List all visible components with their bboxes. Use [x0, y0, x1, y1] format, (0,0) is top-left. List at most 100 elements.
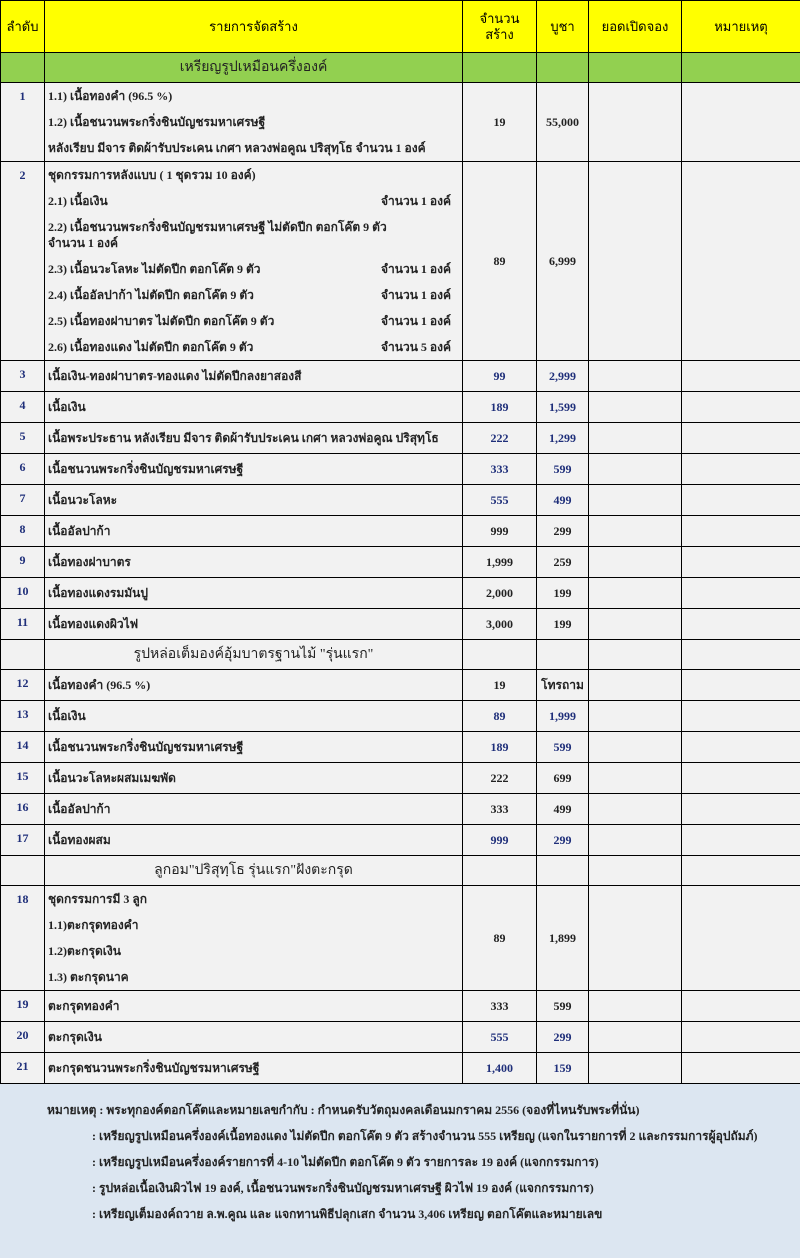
remark-cell: [682, 547, 800, 578]
row-number: 15: [1, 763, 45, 794]
item-line-text: 2.5) เนื้อทองฝาบาตร ไม่ตัดปีก ตอกโค๊ต 9 …: [48, 313, 274, 329]
item-line: เนื้อทองคำ (96.5 %): [48, 672, 459, 698]
remark-cell: [682, 609, 800, 640]
quantity: 89: [463, 162, 537, 361]
item-line-count: จำนวน 1 องค์: [48, 235, 126, 251]
booking-cell: [589, 578, 682, 609]
booking-cell: [589, 485, 682, 516]
booking-cell: [589, 547, 682, 578]
header-qty: จำนวนสร้าง: [463, 1, 537, 53]
item-line-text: เนื้อชนวนพระกริ่งชินบัญชรมหาเศรษฐี: [48, 461, 243, 477]
item-description: เนื้อเงิน: [45, 392, 463, 423]
price: 299: [537, 516, 589, 547]
row-number: 19: [1, 991, 45, 1022]
section-title: เหรียญรูปเหมือนครึ่งองค์: [45, 53, 463, 83]
row-number: 17: [1, 825, 45, 856]
quantity: 555: [463, 485, 537, 516]
item-line-text: 1.1) เนื้อทองคำ (96.5 %): [48, 88, 172, 104]
remark-cell: [682, 1053, 800, 1084]
quantity: 333: [463, 991, 537, 1022]
item-line-text: ชุดกรรมการหลังแบบ ( 1 ชุดรวม 10 องค์): [48, 167, 256, 183]
items-table: ลำดับ รายการจัดสร้าง จำนวนสร้าง บูชา ยอด…: [0, 0, 800, 1084]
quantity: 189: [463, 392, 537, 423]
header-item: รายการจัดสร้าง: [45, 1, 463, 53]
price: 699: [537, 763, 589, 794]
item-line: 2.1) เนื้อเงินจำนวน 1 องค์: [48, 188, 459, 214]
item-line-text: เนื้อทองผสม: [48, 832, 111, 848]
remark-cell: [682, 578, 800, 609]
price: 1,599: [537, 392, 589, 423]
header-price: บูชา: [537, 1, 589, 53]
item-line: เนื้อทองแดงรมมันปู: [48, 580, 459, 606]
item-line-text: เนื้อทองแดงรมมันปู: [48, 585, 148, 601]
item-line: เนื้อทองฝาบาตร: [48, 549, 459, 575]
row-number: 6: [1, 454, 45, 485]
item-description: เนื้อเงิน-ทองฝาบาตร-ทองแดง ไม่ตัดปีกลงยา…: [45, 361, 463, 392]
price: 599: [537, 454, 589, 485]
item-line-text: 1.3) ตะกรุดนาค: [48, 969, 129, 985]
section-empty-cell: [682, 53, 800, 83]
row-number: 21: [1, 1053, 45, 1084]
quantity: 99: [463, 361, 537, 392]
item-line-text: 1.1)ตะกรุดทองคำ: [48, 917, 138, 933]
row-number: 13: [1, 701, 45, 732]
row-number: 10: [1, 578, 45, 609]
item-line: 1.1)ตะกรุดทองคำ: [48, 912, 459, 938]
item-line: เนื้อนวะโลหะ: [48, 487, 459, 513]
row-number: 5: [1, 423, 45, 454]
row-number: 2: [1, 162, 45, 361]
section-title: รูปหล่อเต็มองค์อุ้มบาตรฐานไม้ "รุ่นแรก": [45, 640, 463, 670]
row-number: 4: [1, 392, 45, 423]
section-no-cell: [1, 640, 45, 670]
remark-cell: [682, 1022, 800, 1053]
item-line-text: หลังเรียบ มีจาร ติดผ้ารับประเคน เกศา หลว…: [48, 140, 426, 156]
booking-cell: [589, 609, 682, 640]
price: 55,000: [537, 83, 589, 162]
price: 299: [537, 1022, 589, 1053]
quantity: 1,999: [463, 547, 537, 578]
quantity: 19: [463, 83, 537, 162]
remark-cell: [682, 886, 800, 991]
section-empty-cell: [463, 53, 537, 83]
item-line-text: เนื้ออัลปาก้า: [48, 523, 110, 539]
quantity: 333: [463, 794, 537, 825]
item-line-text: ตะกรุดเงิน: [48, 1029, 102, 1045]
item-line-text: เนื้อทองคำ (96.5 %): [48, 677, 150, 693]
item-description: เนื้ออัลปาก้า: [45, 794, 463, 825]
booking-cell: [589, 670, 682, 701]
section-header-row: รูปหล่อเต็มองค์อุ้มบาตรฐานไม้ "รุ่นแรก": [1, 640, 800, 670]
section-empty-cell: [537, 53, 589, 83]
item-line-count: จำนวน 1 องค์: [381, 313, 459, 329]
remark-cell: [682, 670, 800, 701]
section-empty-cell: [682, 640, 800, 670]
row-number: 18: [1, 886, 45, 991]
item-line: ตะกรุดทองคำ: [48, 993, 459, 1019]
item-line: 1.1) เนื้อทองคำ (96.5 %): [48, 83, 459, 109]
quantity: 999: [463, 516, 537, 547]
section-empty-cell: [589, 856, 682, 886]
section-header-row: เหรียญรูปเหมือนครึ่งองค์: [1, 53, 800, 83]
price: 159: [537, 1053, 589, 1084]
item-line-text: เนื้อนวะโลหะ: [48, 492, 117, 508]
item-line-text: เนื้อทองฝาบาตร: [48, 554, 131, 570]
booking-cell: [589, 361, 682, 392]
price: 1,299: [537, 423, 589, 454]
quantity: 19: [463, 670, 537, 701]
notes-panel: หมายเหตุ : พระทุกองค์ตอกโค๊ตและหมายเลขกำ…: [0, 1084, 800, 1258]
section-empty-cell: [537, 640, 589, 670]
item-description: ตะกรุดชนวนพระกริ่งชินบัญชรมหาเศรษฐี: [45, 1053, 463, 1084]
quantity: 189: [463, 732, 537, 763]
remark-cell: [682, 763, 800, 794]
row-number: 9: [1, 547, 45, 578]
item-line-text: 1.2)ตะกรุดเงิน: [48, 943, 121, 959]
item-line: ชุดกรรมการมี 3 ลูก: [48, 886, 459, 912]
